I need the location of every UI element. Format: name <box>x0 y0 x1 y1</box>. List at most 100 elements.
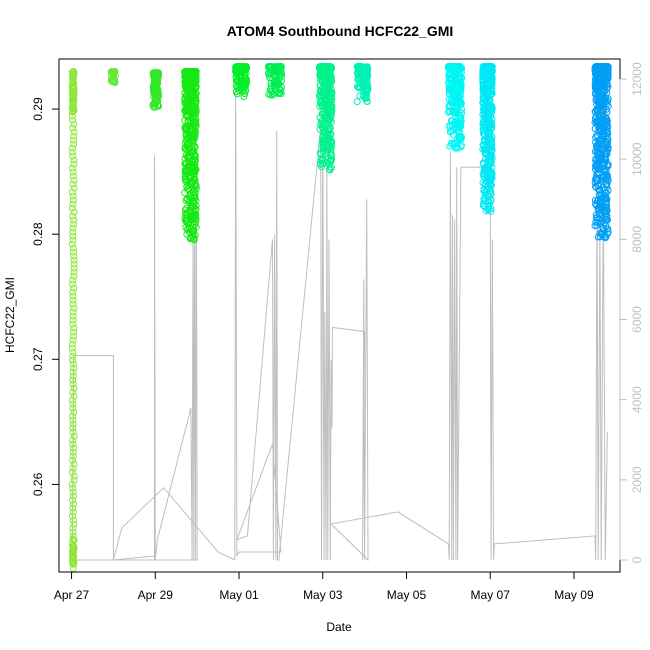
data-point <box>70 252 78 260</box>
data-point <box>189 137 197 145</box>
data-point <box>70 472 78 480</box>
data-point <box>484 68 492 76</box>
data-point <box>485 78 493 86</box>
data-point <box>151 103 159 111</box>
data-point <box>70 324 78 332</box>
y2-tick-label: 0 <box>630 556 644 563</box>
data-point <box>599 82 606 90</box>
data-point <box>318 102 326 109</box>
data-point <box>70 156 78 164</box>
data-point <box>69 196 77 204</box>
data-point <box>487 91 495 99</box>
y2-tick-label: 12000 <box>630 62 644 96</box>
x-tick-label: May 05 <box>387 588 427 602</box>
x-axis-label: Date <box>326 620 352 634</box>
data-point <box>597 181 605 189</box>
data-point <box>275 89 283 97</box>
plot-frame <box>58 58 621 573</box>
plot-area <box>68 63 612 572</box>
data-point <box>486 101 494 109</box>
data-point <box>322 88 330 96</box>
data-point <box>70 460 78 468</box>
data-point <box>190 72 198 80</box>
data-point <box>485 202 493 210</box>
data-point <box>182 216 190 224</box>
data-point <box>69 200 77 208</box>
data-point <box>191 103 199 111</box>
data-point <box>183 217 190 225</box>
x-axis: Apr 27 Apr 29 May 01 May 03 May 05 May 07 May … <box>54 571 594 602</box>
data-point <box>70 268 78 276</box>
data-point <box>233 70 241 78</box>
data-point <box>192 84 200 92</box>
y2-tick-label: 6000 <box>630 306 644 333</box>
data-point <box>69 348 77 356</box>
data-point <box>69 288 77 296</box>
data-point <box>69 528 77 536</box>
data-point <box>70 208 78 216</box>
x-tick-label: May 07 <box>471 588 511 602</box>
altitude-line <box>71 78 608 562</box>
data-point <box>358 63 366 71</box>
data-point <box>321 84 329 92</box>
data-point <box>241 90 249 97</box>
data-point <box>69 69 77 77</box>
data-point <box>269 75 277 83</box>
data-point <box>70 537 78 545</box>
data-point <box>68 148 76 156</box>
data-point <box>70 500 78 508</box>
data-point <box>594 117 602 125</box>
data-point <box>602 198 610 206</box>
data-point <box>69 336 77 344</box>
data-point <box>69 224 77 232</box>
data-point <box>69 368 77 376</box>
data-point <box>191 131 199 139</box>
data-point <box>189 122 197 130</box>
data-point <box>69 436 77 444</box>
data-point <box>183 142 191 150</box>
data-point <box>70 120 78 128</box>
data-point <box>69 524 77 532</box>
data-point <box>69 76 77 84</box>
data-point <box>69 144 76 152</box>
y-tick-label: 0.26 <box>31 472 45 496</box>
points-layer <box>68 63 612 572</box>
flight-cluster-6 <box>265 63 286 99</box>
data-point <box>592 176 600 183</box>
data-point <box>317 118 325 125</box>
data-point <box>184 135 191 143</box>
data-point <box>69 456 77 464</box>
data-point <box>70 360 77 368</box>
data-point <box>240 64 248 71</box>
data-point <box>69 412 76 420</box>
data-point <box>359 67 367 75</box>
data-point <box>317 150 325 158</box>
data-point <box>70 332 78 340</box>
data-point <box>69 464 77 472</box>
data-point <box>593 148 601 156</box>
data-point <box>70 128 78 136</box>
data-point <box>151 100 159 108</box>
data-point <box>269 91 277 99</box>
data-point <box>182 77 190 84</box>
data-point <box>488 121 496 129</box>
data-point <box>70 476 78 484</box>
data-point <box>267 85 275 93</box>
data-point <box>153 85 161 93</box>
data-point <box>69 356 76 364</box>
data-point <box>593 105 601 113</box>
data-point <box>278 83 285 91</box>
flight-cluster-11 <box>591 63 612 242</box>
data-point <box>70 107 77 115</box>
data-point <box>70 328 77 336</box>
data-point <box>69 228 77 236</box>
data-point <box>69 104 77 112</box>
data-point <box>70 384 78 392</box>
data-point <box>600 231 608 239</box>
data-point <box>324 133 332 141</box>
data-point <box>317 89 325 96</box>
data-point <box>70 304 78 312</box>
data-point <box>445 81 453 89</box>
data-point <box>485 65 493 73</box>
